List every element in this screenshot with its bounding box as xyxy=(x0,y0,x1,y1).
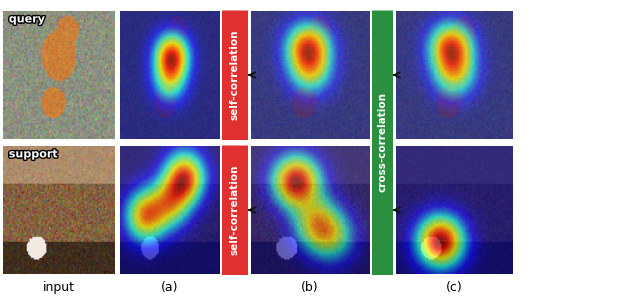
Text: input: input xyxy=(44,281,76,295)
Text: (a): (a) xyxy=(161,281,179,295)
FancyBboxPatch shape xyxy=(222,146,248,274)
Text: self-correlation: self-correlation xyxy=(230,30,240,120)
Text: query: query xyxy=(9,14,45,24)
FancyBboxPatch shape xyxy=(222,11,248,140)
Text: self-correlation: self-correlation xyxy=(230,165,240,255)
Text: (b): (b) xyxy=(301,281,319,295)
FancyBboxPatch shape xyxy=(372,11,393,274)
Text: cross-correlation: cross-correlation xyxy=(378,92,388,193)
Text: (c): (c) xyxy=(445,281,462,295)
Text: support: support xyxy=(9,149,58,159)
